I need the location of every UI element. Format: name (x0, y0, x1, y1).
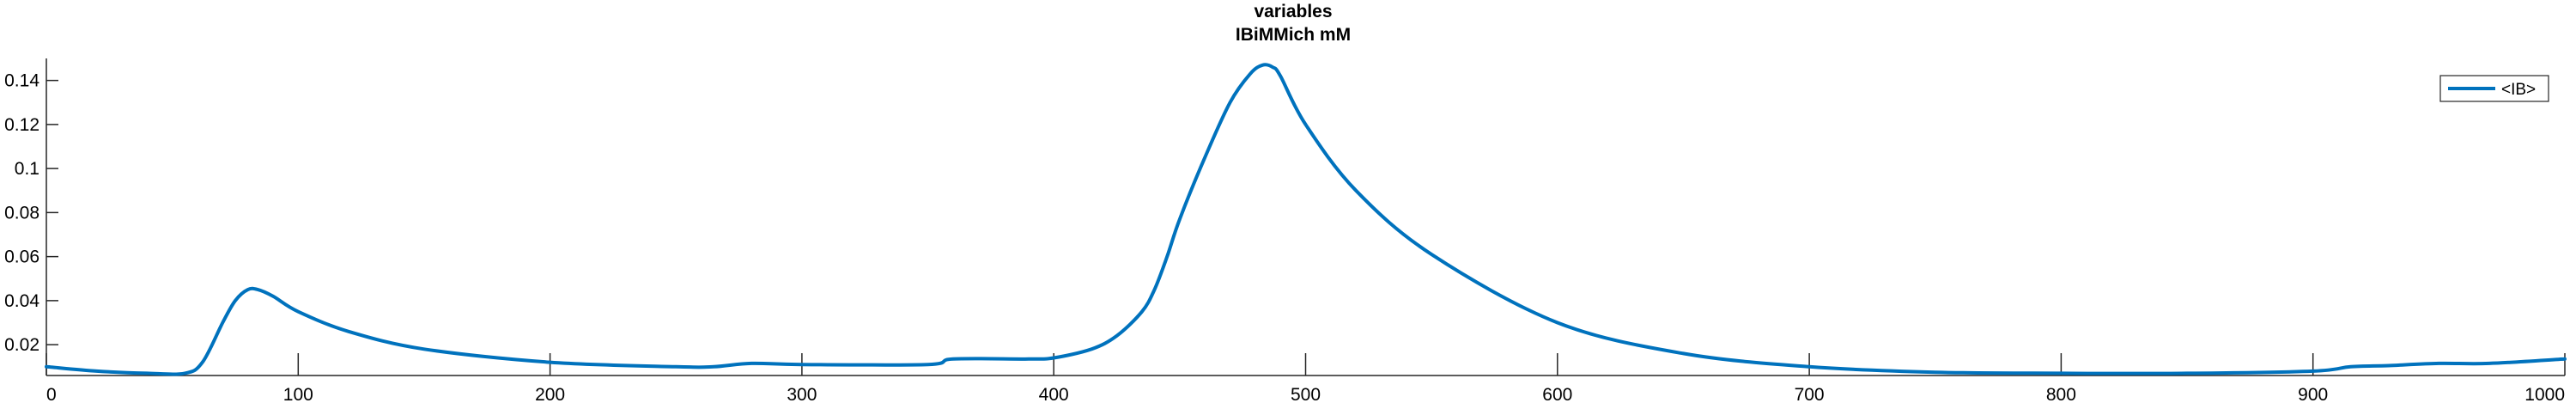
x-tick-label: 400 (1039, 385, 1069, 403)
x-tick-label: 200 (535, 385, 565, 403)
legend: <IB> (2439, 75, 2549, 102)
x-tick-label: 900 (2298, 385, 2328, 403)
legend-label: <IB> (2501, 81, 2536, 99)
x-tick-label: 500 (1291, 385, 1321, 403)
x-tick-label: 0 (46, 385, 57, 403)
chart-title: variables (1254, 2, 1332, 21)
y-tick-label: 0.06 (4, 247, 39, 267)
y-tick-label: 0.1 (15, 159, 39, 179)
series-line (45, 63, 2567, 376)
y-tick-label: 0.08 (4, 203, 39, 223)
x-tick-label: 600 (1542, 385, 1572, 403)
x-tick-label: 800 (2046, 385, 2076, 403)
x-tick-label: 700 (1795, 385, 1825, 403)
x-tick-label: 300 (787, 385, 817, 403)
series-layer (45, 63, 2567, 376)
x-tick-label: 100 (283, 385, 313, 403)
y-tick-label: 0.14 (4, 71, 39, 91)
x-axis-ticks: 0 100 200 300 400 500 600 700 800 900 1000 (46, 353, 2566, 403)
y-axis-ticks: 0.02 0.04 0.06 0.08 0.1 0.12 0.14 (4, 71, 58, 355)
y-tick-label: 0.04 (4, 291, 39, 311)
chart-subtitle: IBiMMich mM (1236, 25, 1351, 45)
y-tick-label: 0.02 (4, 335, 39, 355)
x-tick-label: 1000 (2524, 385, 2565, 403)
y-tick-label: 0.12 (4, 115, 39, 135)
